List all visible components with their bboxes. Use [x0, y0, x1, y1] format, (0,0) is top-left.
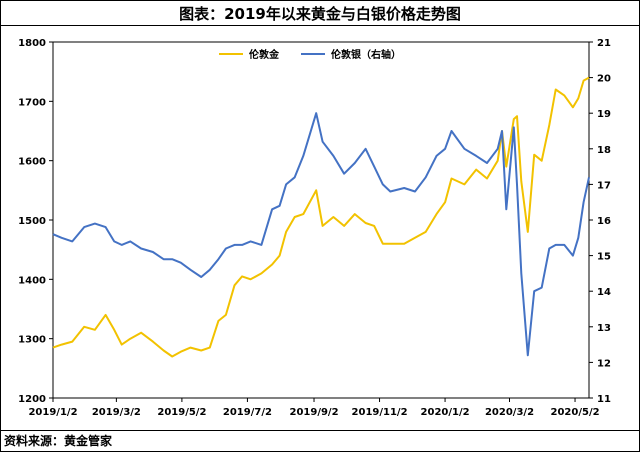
series-line-1 — [52, 76, 590, 358]
y-left-tick-label: 1200 — [18, 394, 46, 405]
x-tick-label: 2020/3/2 — [485, 407, 534, 418]
source-note: 资料来源：黄金管家 — [4, 434, 113, 448]
x-tick-label: 2019/1/2 — [28, 407, 77, 418]
y-right-tick-label: 13 — [597, 323, 611, 334]
y-right-tick-label: 11 — [597, 394, 611, 405]
y-right-tick-label: 20 — [597, 74, 611, 85]
series-line-2 — [52, 112, 590, 357]
y-left-tick-label: 1300 — [18, 335, 46, 346]
line-chart: 1200 1300 1400 1500 1600 1700 1800 11 12 13 14 15 16… — [18, 38, 611, 418]
x-tick-label: 2019/7/2 — [223, 407, 272, 418]
y-left-tick-label: 1500 — [18, 216, 46, 227]
x-tick-label: 2020/1/2 — [421, 407, 470, 418]
y-left-tick-label: 1700 — [18, 97, 46, 108]
y-right-tick-label: 19 — [597, 109, 611, 120]
y-left-tick-label: 1400 — [18, 275, 46, 286]
legend-label-2: 伦敦银（右轴） — [331, 48, 401, 61]
y-right-tick-label: 21 — [597, 38, 611, 49]
y-right-tick-label: 15 — [597, 252, 611, 263]
title-bar: 图表：2019年以来黄金与白银价格走势图 — [1, 1, 639, 26]
y-right-tick-label: 17 — [597, 180, 611, 191]
x-tick-label: 2019/5/2 — [157, 407, 206, 418]
legend-label-1: 伦敦金 — [249, 48, 280, 61]
x-tick-label: 2019/3/2 — [92, 407, 141, 418]
x-tick-label: 2019/11/2 — [352, 407, 408, 418]
y-right-tick-label: 18 — [597, 145, 611, 156]
x-tick-label: 2019/9/2 — [289, 407, 338, 418]
y-right-tick-label: 14 — [597, 287, 611, 298]
divider — [1, 430, 639, 431]
x-tick-label: 2020/5/2 — [551, 407, 600, 418]
y-right-tick-label: 12 — [597, 358, 611, 369]
y-left-tick-label: 1800 — [18, 38, 46, 49]
y-right-tick-label: 16 — [597, 216, 611, 227]
y-left-tick-label: 1600 — [18, 157, 46, 168]
chart-title: 图表：2019年以来黄金与白银价格走势图 — [179, 4, 461, 23]
